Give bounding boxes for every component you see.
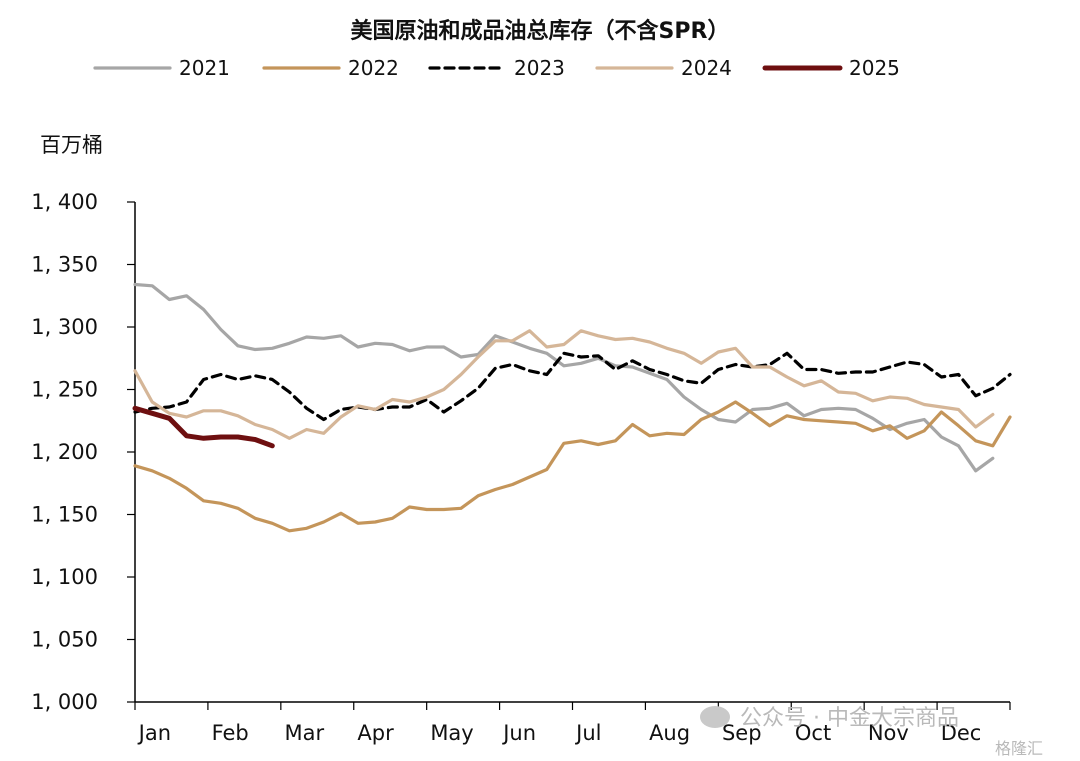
y-axis-label: 百万桶 [40,133,103,157]
legend: 2021 2022 2023 2024 2025 [93,56,900,80]
x-tick-label: Nov [868,721,909,745]
x-tick-label: Feb [212,721,249,745]
x-tick-label: Jan [137,721,171,745]
watermark: 公众号 · 中金大宗商品 [700,700,959,732]
x-tick-label: Apr [357,721,394,745]
y-tick-label: 1, 000 [31,690,98,714]
series-line-2023 [133,351,1012,422]
y-tick-label: 1, 400 [31,190,98,214]
wechat-icon [700,706,730,728]
x-tick-label: Oct [795,721,831,745]
plot-area [132,282,1012,533]
series-line-2025 [132,405,275,449]
x-tick-label: May [430,721,473,745]
series-line-2022 [133,400,1012,533]
y-tick-label: 1, 150 [31,503,98,527]
x-tick-label: Aug [649,721,690,745]
x-tick-label: Mar [284,721,324,745]
legend-label-2021: 2021 [179,56,230,80]
y-tick-label: 1, 200 [31,440,98,464]
x-tick-label: Sep [722,721,762,745]
y-tick-label: 1, 250 [31,378,98,402]
axes: 1, 000 1, 050 1, 100 1, 150 1, 200 1, 250 1, 3… [31,190,1011,745]
series-line-2024 [133,329,995,440]
series-line-2021 [133,282,995,473]
x-tick-label: Jul [574,721,601,745]
x-tick-label: Jun [501,721,536,745]
y-tick-label: 1, 300 [31,315,98,339]
watermark-text: 公众号 · 中金大宗商品 [740,706,959,731]
legend-label-2023: 2023 [514,56,565,80]
legend-label-2025: 2025 [849,56,900,80]
legend-label-2022: 2022 [348,56,399,80]
brand-watermark: 格隆汇 [995,739,1044,758]
y-tick-label: 1, 100 [31,565,98,589]
x-tick-label: Dec [941,721,982,745]
legend-label-2024: 2024 [681,56,732,80]
chart-title: 美国原油和成品油总库存（不含SPR） [351,18,730,44]
y-tick-label: 1, 050 [31,628,98,652]
y-tick-label: 1, 350 [31,253,98,277]
